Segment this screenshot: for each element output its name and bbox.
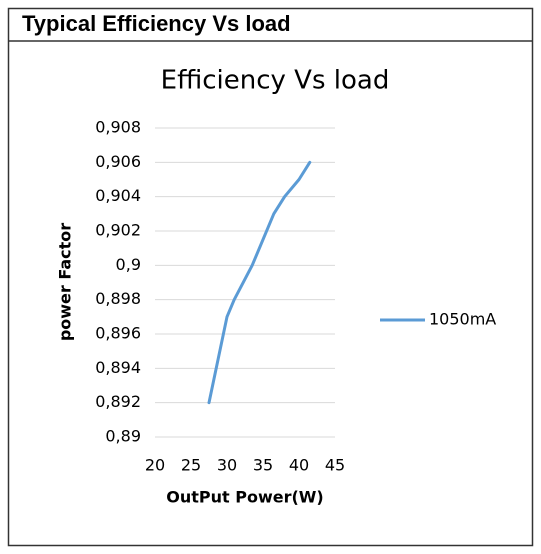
y-tick-label: 0,906 [95,152,141,171]
y-tick-label: 0,902 [95,221,141,240]
y-tick-label: 0,896 [95,324,141,343]
x-tick-label: 25 [181,456,201,475]
x-tick-label: 20 [145,456,165,475]
x-tick-label: 40 [289,456,309,475]
legend-label: 1050mA [429,310,496,329]
y-tick-label: 0,9 [116,255,141,274]
x-tick-label: 45 [325,456,345,475]
y-tick-label: 0,908 [95,118,141,137]
y-tick-label: 0,898 [95,289,141,308]
header-title: Typical Efficiency Vs load [22,11,291,36]
x-tick-label: 30 [217,456,237,475]
x-axis-label: OutPut Power(W) [166,488,324,507]
y-tick-label: 0,904 [95,186,141,205]
y-tick-label: 0,89 [105,427,141,446]
y-tick-label: 0,892 [95,392,141,411]
frame [7,7,534,547]
y-axis-label: power Factor [56,223,75,341]
series-line [207,160,312,405]
chart-title: Efficiency Vs load [161,66,390,96]
x-tick-label: 35 [253,456,273,475]
y-tick-label: 0,894 [95,358,141,377]
